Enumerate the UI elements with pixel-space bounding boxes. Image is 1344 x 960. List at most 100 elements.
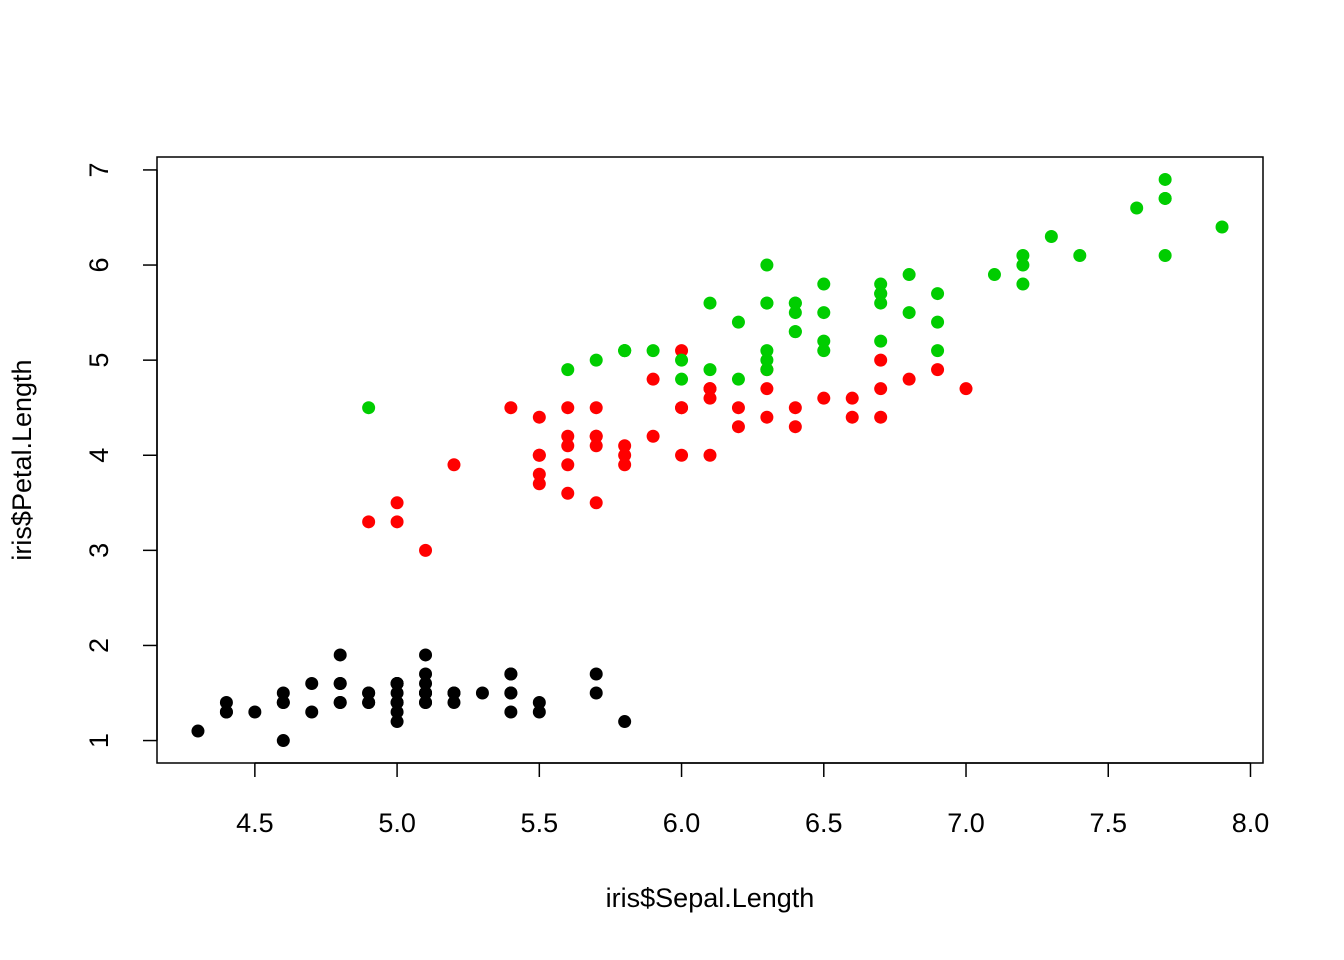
point xyxy=(845,410,859,424)
point xyxy=(760,353,774,367)
point xyxy=(447,686,461,700)
point xyxy=(390,696,404,710)
point xyxy=(504,705,518,719)
point xyxy=(817,344,831,358)
point xyxy=(874,334,888,348)
point xyxy=(675,448,689,462)
point xyxy=(589,667,603,681)
y-tick-label: 2 xyxy=(84,638,114,653)
point xyxy=(874,287,888,301)
point xyxy=(219,696,233,710)
x-tick-label: 7.0 xyxy=(947,808,985,838)
x-tick-label: 5.0 xyxy=(378,808,416,838)
x-tick-label: 5.5 xyxy=(521,808,559,838)
point xyxy=(305,676,319,690)
point xyxy=(362,696,376,710)
point xyxy=(731,401,745,415)
point xyxy=(817,277,831,291)
point xyxy=(731,420,745,434)
point xyxy=(504,401,518,415)
point xyxy=(447,458,461,472)
point xyxy=(618,458,632,472)
y-axis-label: iris$Petal.Length xyxy=(7,359,37,560)
point xyxy=(959,382,973,396)
y-tick-label: 7 xyxy=(84,162,114,177)
point xyxy=(902,372,916,386)
point xyxy=(788,401,802,415)
point xyxy=(248,705,262,719)
point xyxy=(561,486,575,500)
point xyxy=(532,705,546,719)
point xyxy=(931,363,945,377)
point xyxy=(731,372,745,386)
point xyxy=(333,696,347,710)
point xyxy=(646,429,660,443)
point xyxy=(703,296,717,310)
y-tick-label: 4 xyxy=(84,448,114,463)
point xyxy=(532,448,546,462)
point xyxy=(1158,191,1172,205)
point xyxy=(532,696,546,710)
x-tick-label: 6.5 xyxy=(805,808,843,838)
point xyxy=(276,696,290,710)
point xyxy=(902,306,916,320)
point xyxy=(703,448,717,462)
point xyxy=(1215,220,1229,234)
point xyxy=(276,734,290,748)
point xyxy=(760,382,774,396)
point xyxy=(589,439,603,453)
point xyxy=(760,363,774,377)
point xyxy=(1016,277,1030,291)
point xyxy=(817,391,831,405)
point xyxy=(561,439,575,453)
point xyxy=(788,306,802,320)
point xyxy=(532,477,546,491)
point xyxy=(1130,201,1144,215)
point xyxy=(987,268,1001,282)
point xyxy=(931,344,945,358)
point xyxy=(333,648,347,662)
point xyxy=(874,410,888,424)
point xyxy=(589,686,603,700)
point xyxy=(874,382,888,396)
point xyxy=(703,363,717,377)
point xyxy=(618,715,632,729)
y-tick-label: 1 xyxy=(84,733,114,748)
point xyxy=(390,496,404,510)
point xyxy=(931,287,945,301)
point xyxy=(362,686,376,700)
point xyxy=(589,353,603,367)
point xyxy=(475,686,489,700)
point xyxy=(390,686,404,700)
point xyxy=(191,724,205,738)
point xyxy=(561,429,575,443)
point xyxy=(931,315,945,329)
point xyxy=(362,515,376,529)
point xyxy=(618,344,632,358)
point xyxy=(703,391,717,405)
x-tick-label: 4.5 xyxy=(236,808,274,838)
point xyxy=(646,344,660,358)
x-tick-label: 8.0 xyxy=(1232,808,1270,838)
point xyxy=(419,676,433,690)
point xyxy=(788,296,802,310)
point xyxy=(276,686,290,700)
point xyxy=(1158,249,1172,263)
point xyxy=(390,676,404,690)
point xyxy=(561,458,575,472)
point xyxy=(561,363,575,377)
point xyxy=(532,410,546,424)
point xyxy=(760,296,774,310)
point xyxy=(419,667,433,681)
point xyxy=(845,391,859,405)
point xyxy=(1016,258,1030,272)
point xyxy=(419,543,433,557)
point xyxy=(731,315,745,329)
point xyxy=(703,382,717,396)
point xyxy=(589,496,603,510)
point xyxy=(618,448,632,462)
point xyxy=(589,401,603,415)
point xyxy=(646,372,660,386)
x-tick-label: 7.5 xyxy=(1089,808,1127,838)
